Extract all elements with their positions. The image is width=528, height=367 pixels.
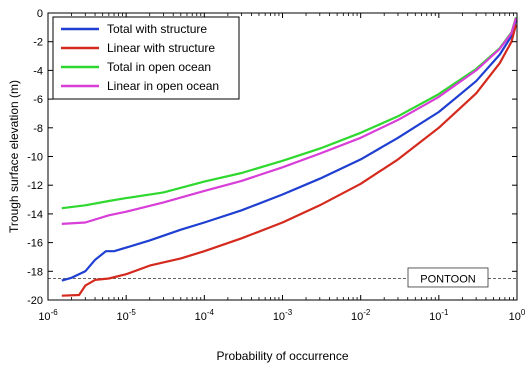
series-line-2 <box>61 24 518 297</box>
y-tick-label: -10 <box>27 152 43 164</box>
y-tick-label: -8 <box>33 123 43 135</box>
x-tick-label: 10-6 <box>38 308 58 323</box>
y-tick-label: -20 <box>27 295 43 307</box>
x-tick-label: 10-2 <box>351 308 371 323</box>
legend: Total with structure Linear with structur… <box>52 16 240 100</box>
x-tick-label: 10-3 <box>273 308 293 323</box>
y-tick-label: -6 <box>33 94 43 106</box>
legend-label: Linear in open ocean <box>107 79 219 93</box>
y-axis-label: Trough surface elevation (m) <box>7 80 21 233</box>
x-tick-label: 10-4 <box>195 308 215 323</box>
legend-box <box>52 16 240 100</box>
legend-label: Linear with structure <box>107 41 215 55</box>
tick-layer: 10-6 10-5 10-4 10-3 10-2 10-1 100 0 -2 -4 -6 -8 -10 -… <box>27 8 526 323</box>
reference-line-layer: PONTOON <box>48 267 517 288</box>
y-tick-label: -14 <box>27 209 43 221</box>
x-axis-label: Probability of occurrence <box>216 349 348 363</box>
y-tick-label: -16 <box>27 238 43 250</box>
y-tick-label: -2 <box>33 37 43 49</box>
pontoon-label: PONTOON <box>420 273 475 285</box>
legend-label: Total with structure <box>107 22 207 36</box>
y-tick-label: -18 <box>27 266 43 278</box>
x-tick-label: 10-1 <box>429 308 449 323</box>
pontoon-label-box <box>407 267 489 288</box>
series-line-1 <box>61 19 518 282</box>
y-tick-label: -4 <box>33 65 43 77</box>
series-layer <box>61 16 518 297</box>
x-tick-label: 10-5 <box>116 308 136 323</box>
series-line-4 <box>61 17 518 225</box>
y-tick-label: 0 <box>37 8 43 20</box>
y-tick-label: -12 <box>27 180 43 192</box>
legend-label: Total in open ocean <box>107 60 211 74</box>
x-tick-label: 100 <box>509 308 526 323</box>
